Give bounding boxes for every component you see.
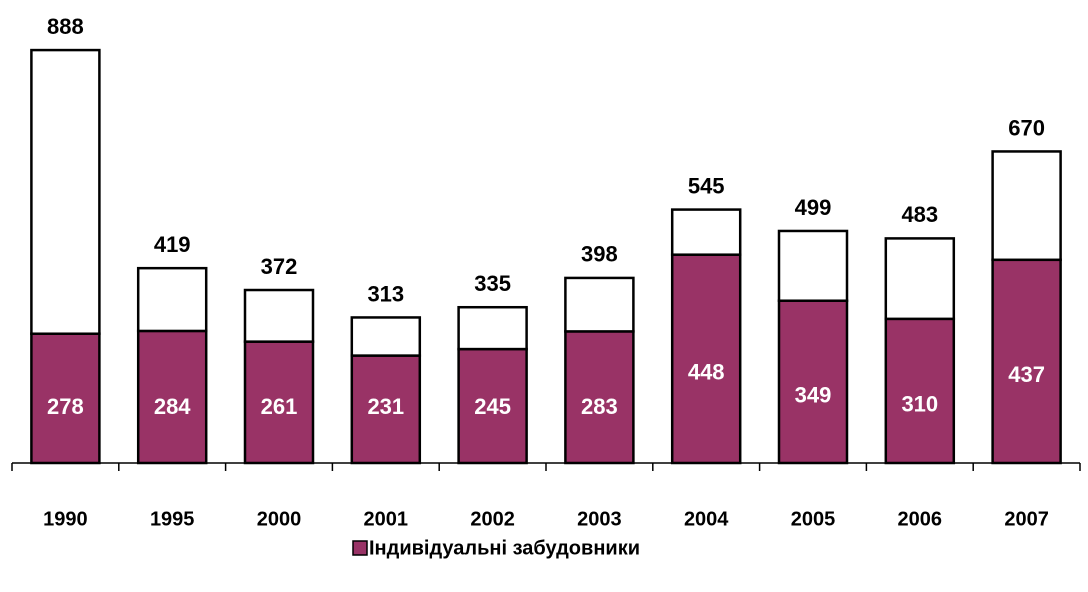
x-tick-label: 2005	[791, 508, 836, 530]
total-label: 499	[795, 195, 832, 220]
total-label: 670	[1008, 115, 1045, 140]
x-tick-label: 2000	[257, 508, 302, 530]
total-label: 335	[474, 271, 511, 296]
x-tick-label: 2007	[1004, 508, 1049, 530]
bar-segment	[670, 208, 742, 256]
total-label: 545	[688, 173, 725, 198]
x-tick-label: 2006	[898, 508, 943, 530]
bar-segment	[564, 330, 635, 465]
bar-segment	[991, 258, 1062, 465]
total-label: 398	[581, 242, 618, 267]
value-label: 310	[901, 392, 938, 417]
bar-segment	[457, 305, 528, 351]
legend-label: Індивідуальні забудовники	[369, 537, 640, 559]
x-tick-label: 2003	[577, 508, 622, 530]
total-label: 888	[47, 14, 84, 39]
bar-segment	[670, 253, 742, 465]
value-label: 278	[47, 394, 84, 419]
x-tick-label: 2002	[470, 508, 515, 530]
value-label: 245	[474, 394, 511, 419]
bar-segment	[564, 276, 635, 333]
bar-segment	[243, 288, 315, 343]
value-label: 349	[795, 383, 832, 408]
x-tick-label: 2004	[684, 508, 729, 530]
bar-segment	[777, 229, 849, 302]
bar-segment	[457, 347, 528, 465]
total-label: 313	[367, 281, 404, 306]
value-label: 284	[154, 394, 191, 419]
x-tick-label: 1995	[150, 508, 195, 530]
legend-swatch	[352, 540, 368, 556]
value-label: 448	[688, 360, 725, 385]
value-label: 437	[1008, 362, 1045, 387]
bar-segment	[884, 237, 956, 321]
bar-segment	[30, 332, 101, 465]
bar-segment	[991, 150, 1062, 262]
x-tick-label: 2001	[364, 508, 409, 530]
total-label: 483	[901, 202, 938, 227]
value-label: 231	[367, 394, 404, 419]
bar-segment	[136, 266, 208, 333]
bar-segment	[30, 48, 101, 335]
value-label: 261	[261, 394, 298, 419]
total-label: 419	[154, 232, 191, 257]
x-tick-label: 1990	[43, 508, 88, 530]
bar-segment	[777, 299, 849, 465]
value-label: 283	[581, 394, 618, 419]
total-label: 372	[261, 254, 298, 279]
bar-segment	[350, 316, 422, 357]
